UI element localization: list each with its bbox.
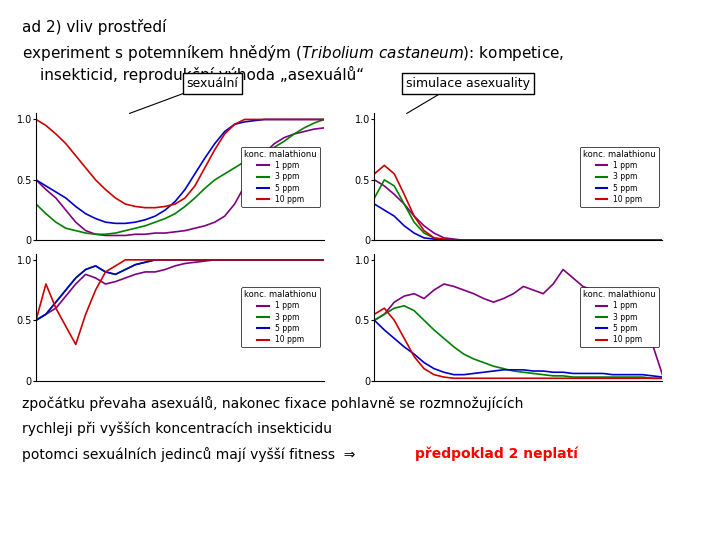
Text: simulace asexuality: simulace asexuality: [406, 77, 530, 90]
Legend: 1 ppm, 3 ppm, 5 ppm, 10 ppm: 1 ppm, 3 ppm, 5 ppm, 10 ppm: [241, 287, 320, 347]
Text: ad 2) vliv prostředí: ad 2) vliv prostředí: [22, 19, 166, 35]
Text: sexuální: sexuální: [186, 77, 238, 90]
Text: experiment s potemníkem hnědým ($\it{Tribolium\ castaneum}$): kompetice,: experiment s potemníkem hnědým ($\it{Tri…: [22, 43, 564, 63]
Text: potomci sexuálních jedinců mají vyšší fitness  ⇒: potomci sexuálních jedinců mají vyšší fi…: [22, 447, 364, 462]
Legend: 1 ppm, 3 ppm, 5 ppm, 10 ppm: 1 ppm, 3 ppm, 5 ppm, 10 ppm: [580, 287, 659, 347]
Legend: 1 ppm, 3 ppm, 5 ppm, 10 ppm: 1 ppm, 3 ppm, 5 ppm, 10 ppm: [241, 147, 320, 207]
Text: rychleji při vyšších koncentracích insekticidu: rychleji při vyšších koncentracích insek…: [22, 421, 332, 436]
Legend: 1 ppm, 3 ppm, 5 ppm, 10 ppm: 1 ppm, 3 ppm, 5 ppm, 10 ppm: [580, 147, 659, 207]
Text: insekticid, reprodukční výhoda „asexuálů“: insekticid, reprodukční výhoda „asexuálů…: [40, 66, 364, 83]
Text: předpoklad 2 neplatí: předpoklad 2 neplatí: [415, 447, 577, 461]
Text: zpočátku převaha asexuálů, nakonec fixace pohlavně se rozmnožujících: zpočátku převaha asexuálů, nakonec fixac…: [22, 396, 523, 411]
